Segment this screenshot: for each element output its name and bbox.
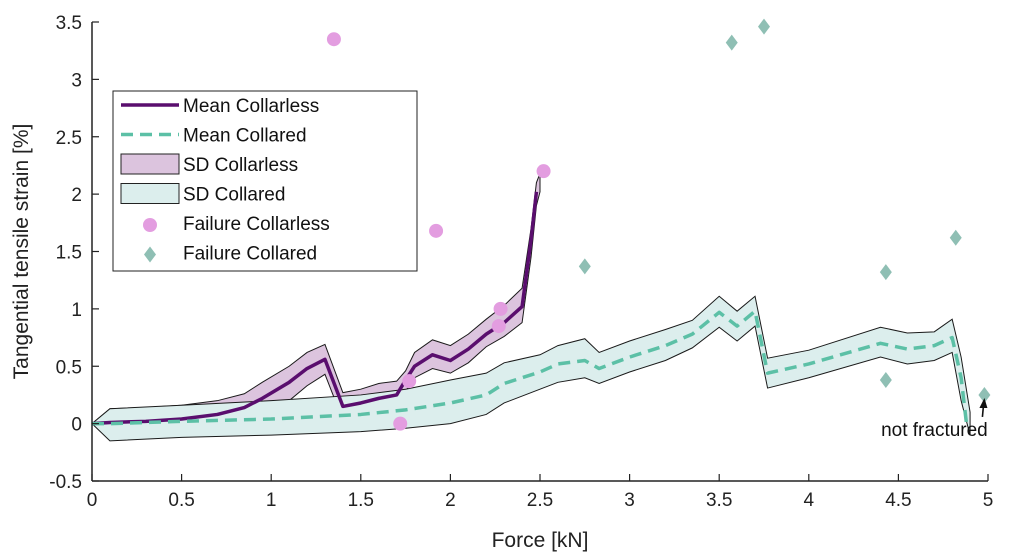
failure-collarless-point [429,223,444,238]
x-axis-label: Force [kN] [492,529,589,552]
failure-collared-point [879,372,892,389]
x-tick-label: 4 [804,490,815,511]
failure-collared-point [725,34,738,51]
legend-item-mean-collared: Mean Collared [121,126,307,147]
y-tick-label: 0 [71,415,82,436]
y-tick-label: -0.5 [49,472,82,493]
legend-swatch [144,246,156,263]
annotation-arrowhead [979,397,988,408]
legend-item-mean-collarless: Mean Collarless [121,96,319,117]
failure-collared-point [758,18,770,35]
x-tick-label: 1 [266,490,277,511]
legend-label: Failure Collarless [183,214,330,235]
y-tick-label: 1.5 [56,243,82,264]
annotation-label: not fractured [881,420,988,441]
failure-collarless-point [393,416,408,431]
x-tick-label: 2.5 [527,490,553,511]
x-tick-label: 2 [445,490,456,511]
y-tick-label: 3.5 [56,13,82,34]
not-fractured-annotation: not fractured [881,397,988,441]
y-tick-label: 3 [71,70,82,91]
y-tick-label: 2.5 [56,128,82,149]
legend-item-sd-collarless: SD Collarless [120,153,298,176]
legend-label: Failure Collared [183,244,317,265]
failure-collarless-point [493,301,508,316]
legend-item-sd-collared: SD Collared [120,183,285,206]
legend-swatch [120,153,180,175]
x-tick-label: 4.5 [885,490,911,511]
legend-label: SD Collarless [183,155,298,176]
legend-swatch [143,218,157,232]
sd-collared-band [91,295,971,442]
y-axis-label: Tangential tensile strain [%] [10,124,33,380]
x-tick-label: 5 [983,490,994,511]
legend-label: Mean Collared [183,126,307,147]
failure-collarless-point [402,374,417,389]
legend: Mean Collarless Mean Collared SD Collarles… [112,90,418,272]
y-ticks: -0.5 0 0.5 1 1.5 2 2.5 3 3.5 [49,13,99,493]
failure-collared-point [578,258,591,275]
y-tick-label: 2 [71,185,82,206]
mean-collarless-line [91,191,539,426]
legend-box [112,90,418,272]
x-tick-label: 0 [87,490,98,511]
mean-collared-line [92,309,969,426]
mean-lines [91,191,969,426]
failure-collared-point [949,229,962,246]
legend-label: Mean Collarless [183,96,319,117]
x-ticks: 0 0.5 1 1.5 2 2.5 3 3.5 4 4.5 5 [87,474,994,511]
x-tick-label: 1.5 [348,490,374,511]
failure-collarless-point [536,164,551,179]
legend-label: SD Collared [183,185,285,206]
x-tick-label: 3.5 [706,490,732,511]
failure-points [326,18,991,431]
x-tick-label: 0.5 [168,490,194,511]
legend-item-failure-collared: Failure Collared [144,244,317,265]
legend-swatch [120,183,180,204]
failure-collared-point [978,386,991,403]
failure-collarless-point [491,319,506,334]
failure-collared-point [879,264,892,281]
x-tick-label: 3 [624,490,635,511]
y-tick-label: 0.5 [56,357,82,378]
legend-item-failure-collarless: Failure Collarless [143,214,330,235]
failure-collarless-point [326,32,341,47]
y-tick-label: 1 [71,300,82,321]
sd-bands [91,173,971,442]
